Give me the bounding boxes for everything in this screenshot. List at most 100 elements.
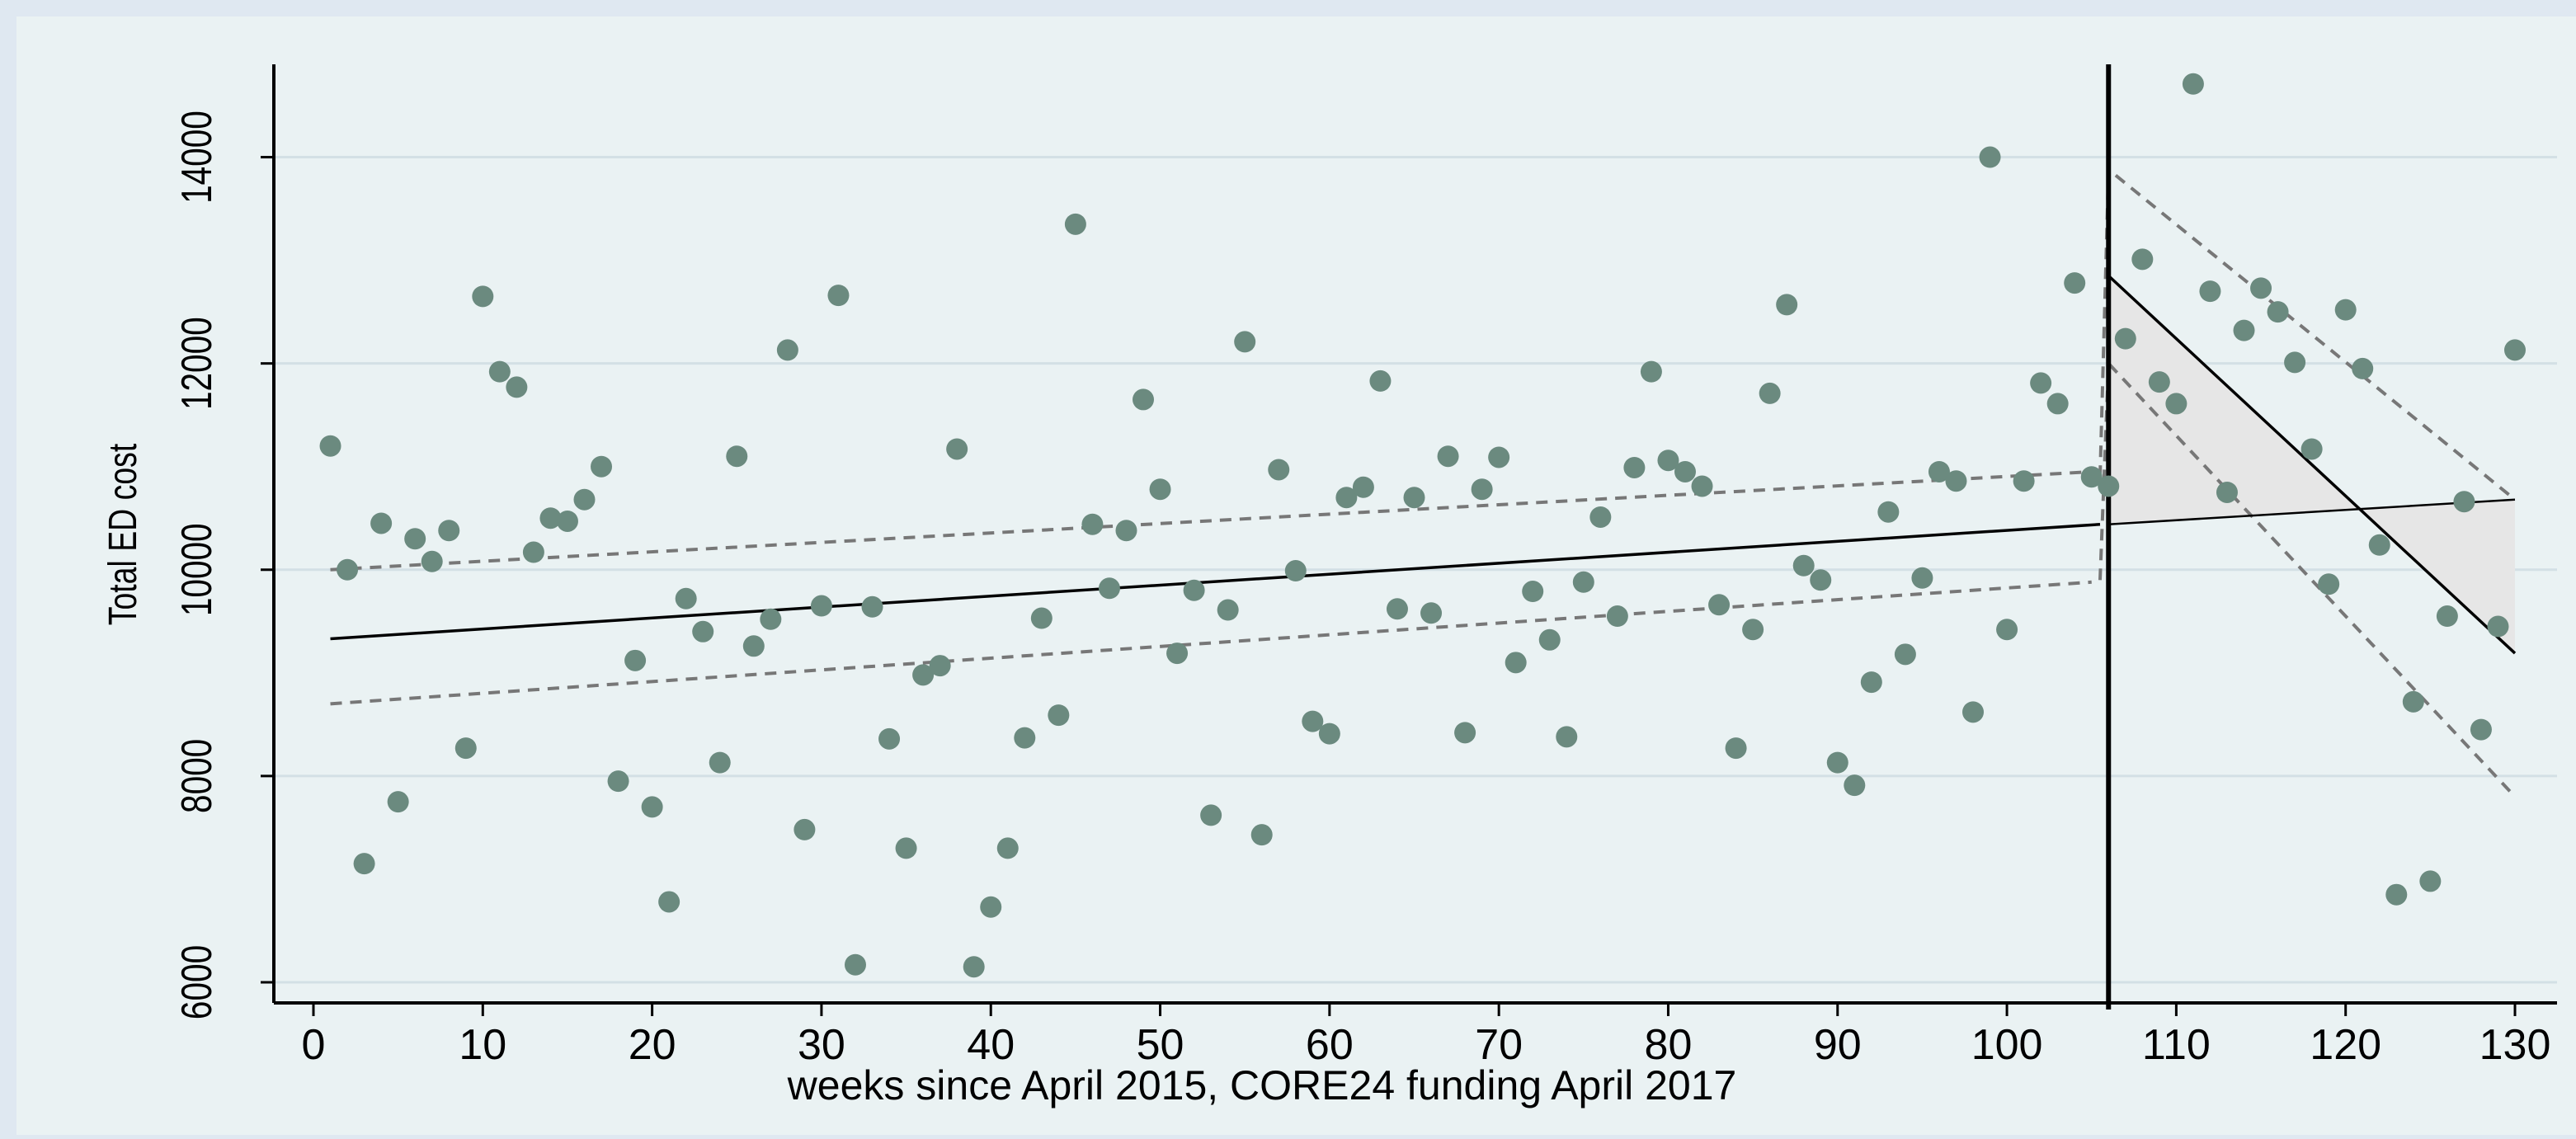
- counterfactual-line: [2108, 498, 2516, 525]
- data-point: [1352, 476, 1374, 498]
- data-point: [2250, 277, 2272, 299]
- data-point: [726, 445, 748, 468]
- data-point: [1860, 671, 1882, 694]
- x-tick-label: 60: [1306, 1021, 1354, 1069]
- data-point: [912, 664, 935, 686]
- ci-pre-lower-line: [330, 580, 2092, 706]
- data-point: [2318, 573, 2340, 595]
- data-point: [1386, 598, 1408, 620]
- data-point: [810, 595, 832, 617]
- data-point: [1133, 388, 1155, 411]
- fit-line-layer: [330, 64, 2517, 1010]
- data-point: [591, 455, 613, 478]
- data-point: [2504, 339, 2526, 361]
- data-point: [1810, 569, 1832, 591]
- data-point: [2385, 883, 2408, 906]
- data-point: [607, 770, 629, 793]
- data-point: [1725, 737, 1747, 760]
- y-tick-label: 8000: [172, 739, 220, 813]
- data-point: [1996, 619, 2018, 641]
- x-axis-label: weeks since April 2015, CORE24 funding A…: [787, 1062, 1737, 1108]
- data-point: [1792, 554, 1815, 577]
- x-tick-label: 20: [629, 1021, 676, 1069]
- data-point: [1149, 478, 1171, 501]
- data-point: [1826, 751, 1848, 774]
- data-point: [1589, 506, 1612, 528]
- data-point: [2402, 690, 2424, 713]
- data-point: [1318, 722, 1340, 745]
- data-point: [2148, 371, 2170, 393]
- data-point: [1606, 605, 1628, 628]
- data-point: [675, 587, 697, 610]
- data-point: [2352, 357, 2374, 379]
- data-point: [2098, 475, 2120, 497]
- data-point: [996, 837, 1019, 859]
- data-point: [1471, 478, 1493, 501]
- data-point: [556, 510, 578, 532]
- data-point: [794, 818, 816, 840]
- data-point: [2030, 372, 2052, 394]
- data-point: [404, 528, 426, 550]
- data-point: [1945, 470, 1967, 492]
- data-point: [1030, 607, 1053, 629]
- data-point: [760, 608, 782, 630]
- data-point: [624, 649, 647, 671]
- x-tick-label: 40: [967, 1021, 1015, 1069]
- data-point: [1556, 726, 1578, 748]
- x-tick-label: 70: [1475, 1021, 1523, 1069]
- data-point: [1522, 581, 1544, 603]
- data-point: [1064, 213, 1086, 235]
- data-point: [1166, 642, 1189, 665]
- data-point: [353, 853, 375, 875]
- data-point: [337, 558, 359, 581]
- data-point: [1081, 513, 1104, 535]
- y-tick-label: 14000: [172, 111, 220, 204]
- data-point: [1217, 599, 1239, 621]
- data-point: [844, 953, 866, 976]
- data-point: [1759, 382, 1781, 404]
- data-point: [2064, 272, 2086, 294]
- data-point: [1623, 456, 1646, 478]
- data-point: [2165, 393, 2187, 415]
- data-point: [2131, 248, 2154, 271]
- data-point: [1572, 571, 1594, 593]
- data-point: [1674, 460, 1696, 482]
- data-point: [1962, 701, 1985, 723]
- data-point: [2216, 481, 2238, 503]
- data-point: [861, 595, 883, 618]
- data-point: [2267, 301, 2289, 323]
- data-point: [692, 620, 714, 642]
- data-point: [2334, 299, 2357, 321]
- data-point: [1928, 460, 1950, 482]
- data-point: [1877, 501, 1900, 523]
- x-tick-label: 50: [1137, 1021, 1184, 1069]
- data-point: [2182, 73, 2204, 95]
- data-point: [1200, 804, 1222, 826]
- data-point: [1979, 146, 2001, 168]
- y-tick-label: 6000: [172, 945, 220, 1019]
- data-points: [319, 73, 2526, 978]
- data-point: [1183, 579, 1205, 601]
- data-point: [438, 520, 460, 542]
- x-tick-label: 90: [1814, 1021, 1862, 1069]
- data-point: [1505, 652, 1527, 674]
- data-point: [1657, 449, 1679, 472]
- y-tick-label: 10000: [172, 523, 220, 616]
- data-point: [827, 285, 850, 307]
- y-tick-label: 12000: [172, 317, 220, 410]
- axes: 0 10 20 30 40 50 60 70 80 90 100 110 120 130 6000 8000 1…: [172, 64, 2557, 1069]
- data-point: [2436, 605, 2458, 628]
- data-point: [387, 791, 409, 813]
- data-point: [658, 891, 680, 913]
- data-point: [2199, 280, 2221, 303]
- data-point: [1437, 445, 1459, 468]
- data-point: [2114, 327, 2136, 350]
- x-tick-label: 120: [2310, 1021, 2381, 1069]
- data-point: [2284, 351, 2306, 374]
- data-point: [878, 727, 901, 750]
- data-point: [1234, 331, 1256, 353]
- data-point: [1250, 824, 1273, 846]
- x-tick-label: 110: [2142, 1021, 2211, 1069]
- data-point: [573, 488, 596, 511]
